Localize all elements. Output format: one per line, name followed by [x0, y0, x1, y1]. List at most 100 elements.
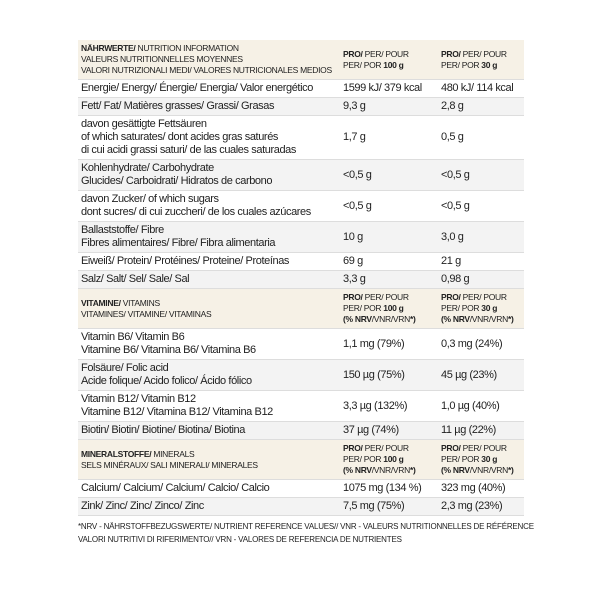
bold-text: 100 g — [383, 59, 404, 70]
nutrient-row: Vitamin B6/ Vitamin B6 Vitamine B6/ Vitam… — [78, 328, 524, 360]
nutrient-name: Vitamin B6/ Vitamin B6 Vitamine B6/ Vitam… — [78, 328, 340, 360]
bold-text: *) — [507, 314, 514, 324]
value-100g: <0,5 g — [340, 159, 438, 191]
bold-text: *) — [507, 465, 514, 475]
text-line: VITAMINE/ VITAMINS — [81, 298, 337, 309]
text-line: VALORI NUTRIZIONALI MEDI/ VALORES NUTRIC… — [81, 65, 337, 76]
value-serving: 0,98 g — [438, 270, 524, 289]
bold-text: PRO/ — [343, 48, 363, 59]
nutrient-row: Ballaststoffe/ Fibre Fibres alimentaires/… — [78, 221, 524, 253]
text: PER/ POUR — [460, 443, 507, 453]
text-line: (% NRV/VNR/VRN*) — [441, 465, 521, 476]
value-serving: 45 µg (23%) — [438, 359, 524, 391]
bold-text: (% NRV — [343, 465, 372, 475]
nutrient-row: davon gesättigte Fettsäuren of which satu… — [78, 115, 524, 160]
nutrient-row: Eiweiß/ Protein/ Protéines/ Proteine/ Pr… — [78, 252, 524, 271]
value-serving: 480 kJ/ 114 kcal — [438, 79, 524, 98]
value-100g: 37 µg (74%) — [340, 421, 438, 440]
bold-text: 30 g — [481, 59, 498, 70]
value-serving: 11 µg (22%) — [438, 421, 524, 440]
bold-text: MINERALSTOFFE/ — [81, 448, 152, 459]
nutrient-row: Salz/ Salt/ Sel/ Sale/ Sal 3,3 g 0,98 g — [78, 270, 524, 289]
value-serving: <0,5 g — [438, 159, 524, 191]
text-line: davon gesättigte Fettsäuren — [81, 118, 207, 130]
bold-text: PRO/ — [441, 292, 461, 302]
bold-text: (% NRV — [441, 465, 470, 475]
text: PER/ POUR — [460, 48, 507, 59]
value-serving: 1,0 µg (40%) — [438, 390, 524, 422]
value-serving: 21 g — [438, 252, 524, 271]
text-line: Salz/ Salt/ Sel/ Sale/ Sal — [81, 273, 190, 285]
bold-text: 30 g — [481, 454, 498, 464]
text-line: MINERALSTOFFE/ MINERALS — [81, 449, 337, 460]
text-line: PRO/ PER/ POUR — [343, 443, 435, 454]
nutrient-name: Kohlenhydrate/ Carbohydrate Glucides/ Car… — [78, 159, 340, 191]
nutrient-row: Folsäure/ Folic acid Acide folique/ Acido… — [78, 359, 524, 391]
text: VALEURS NUTRITIONNELLES MOYENNES — [81, 54, 243, 64]
value-serving: 0,5 g — [438, 115, 524, 160]
text-line: di cui acidi grassi saturi/ de las cuale… — [81, 144, 296, 156]
text-line: (% NRV/VNR/VRN*) — [343, 314, 435, 325]
text: /VNR/VRN — [371, 465, 411, 475]
text: PER/ POR — [343, 454, 384, 464]
header-cell: PRO/ PER/ POUR PER/ POR 100 g (% NRV/VNR/V… — [340, 439, 438, 480]
bold-text: 100 g — [383, 303, 404, 313]
nutrient-name: Vitamin B12/ Vitamin B12 Vitamine B12/ Vi… — [78, 390, 340, 422]
text: PER/ POR — [343, 59, 384, 70]
text: SELS MINÉRAUX/ SALI MINERALI/ MINERALES — [81, 459, 258, 470]
text-line: dont sucres/ di cui zuccheri/ de los cua… — [81, 206, 311, 218]
value-100g: 1,7 g — [340, 115, 438, 160]
nutrient-row: davon Zucker/ of which sugars dont sucres… — [78, 190, 524, 222]
text: MINERALS — [151, 448, 195, 459]
text: PER/ POUR — [362, 48, 409, 59]
bold-text: (% NRV — [343, 314, 372, 324]
section-header: NÄHRWERTE/ NUTRITION INFORMATION VALEURS … — [78, 40, 524, 80]
text-line: Fett/ Fat/ Matières grasses/ Grassi/ Gra… — [81, 100, 275, 112]
text: PER/ POR — [441, 303, 482, 313]
text-line: Vitamine B6/ Vitamina B6/ Vitamina B6 — [81, 344, 256, 356]
bold-text: (% NRV — [441, 314, 470, 324]
nutrition-table: NÄHRWERTE/ NUTRITION INFORMATION VALEURS … — [78, 40, 524, 516]
text-line: (% NRV/VNR/VRN*) — [343, 465, 435, 476]
nutrient-name: Energie/ Energy/ Énergie/ Energia/ Valor… — [78, 79, 340, 98]
bold-text: PRO/ — [441, 443, 461, 453]
value-serving: 3,0 g — [438, 221, 524, 253]
text: /VNR/VRN — [469, 465, 509, 475]
header-cell: PRO/ PER/ POUR PER/ POR 100 g (% NRV/VNR/V… — [340, 288, 438, 329]
nutrient-row: Fett/ Fat/ Matières grasses/ Grassi/ Gra… — [78, 97, 524, 116]
nutrition-panel: NÄHRWERTE/ NUTRITION INFORMATION VALEURS … — [78, 40, 534, 546]
bold-text: 30 g — [481, 303, 498, 313]
nutrient-name: Eiweiß/ Protein/ Protéines/ Proteine/ Pr… — [78, 252, 340, 271]
text-line: davon Zucker/ of which sugars — [81, 193, 219, 205]
nutrient-name: Calcium/ Calcium/ Calcium/ Calcio/ Calci… — [78, 479, 340, 498]
text-line: Ballaststoffe/ Fibre — [81, 224, 164, 236]
value-serving: 2,3 mg (23%) — [438, 497, 524, 516]
nutrient-row: Energie/ Energy/ Énergie/ Energia/ Valor… — [78, 79, 524, 98]
value-serving: 0,3 mg (24%) — [438, 328, 524, 360]
section-header: VITAMINE/ VITAMINS VITAMINES/ VITAMINE/ V… — [78, 288, 524, 329]
header-cell: PRO/ PER/ POUR PER/ POR 30 g (% NRV/VNR/VR… — [438, 288, 524, 329]
footnote-line: VALORI NUTRITIVI DI RIFERIMENTO// VRN - … — [78, 535, 402, 544]
nutrient-name: Folsäure/ Folic acid Acide folique/ Acido… — [78, 359, 340, 391]
footnote: *NRV - NÄHRSTOFFBEZUGSWERTE/ NUTRIENT RE… — [78, 520, 534, 546]
text: VITAMINES/ VITAMINE/ VITAMINAS — [81, 308, 212, 319]
nutrient-row: Calcium/ Calcium/ Calcium/ Calcio/ Calci… — [78, 479, 524, 498]
text-line: Fibres alimentaires/ Fibre/ Fibra alimen… — [81, 237, 276, 249]
value-100g: 10 g — [340, 221, 438, 253]
text-line: Biotin/ Biotin/ Biotine/ Biotina/ Biotin… — [81, 424, 245, 436]
text-line: Kohlenhydrate/ Carbohydrate — [81, 162, 214, 174]
text-line: VALEURS NUTRITIONNELLES MOYENNES — [81, 54, 337, 65]
header-cell: MINERALSTOFFE/ MINERALS SELS MINÉRAUX/ SA… — [78, 439, 340, 480]
value-100g: 69 g — [340, 252, 438, 271]
text-line: Energie/ Energy/ Énergie/ Energia/ Valor… — [81, 82, 313, 94]
header-cell: PRO/ PER/ POUR PER/ POR 30 g — [438, 40, 524, 80]
value-100g: 1075 mg (134 %) — [340, 479, 438, 498]
header-cell: VITAMINE/ VITAMINS VITAMINES/ VITAMINE/ V… — [78, 288, 340, 329]
text: VALORI NUTRIZIONALI MEDI/ VALORES NUTRIC… — [81, 65, 332, 75]
nutrient-name: davon Zucker/ of which sugars dont sucres… — [78, 190, 340, 222]
nutrient-name: Salz/ Salt/ Sel/ Sale/ Sal — [78, 270, 340, 289]
bold-text: PRO/ — [343, 292, 363, 302]
value-100g: 7,5 mg (75%) — [340, 497, 438, 516]
header-cell: NÄHRWERTE/ NUTRITION INFORMATION VALEURS … — [78, 40, 340, 80]
text-line: (% NRV/VNR/VRN*) — [441, 314, 521, 325]
